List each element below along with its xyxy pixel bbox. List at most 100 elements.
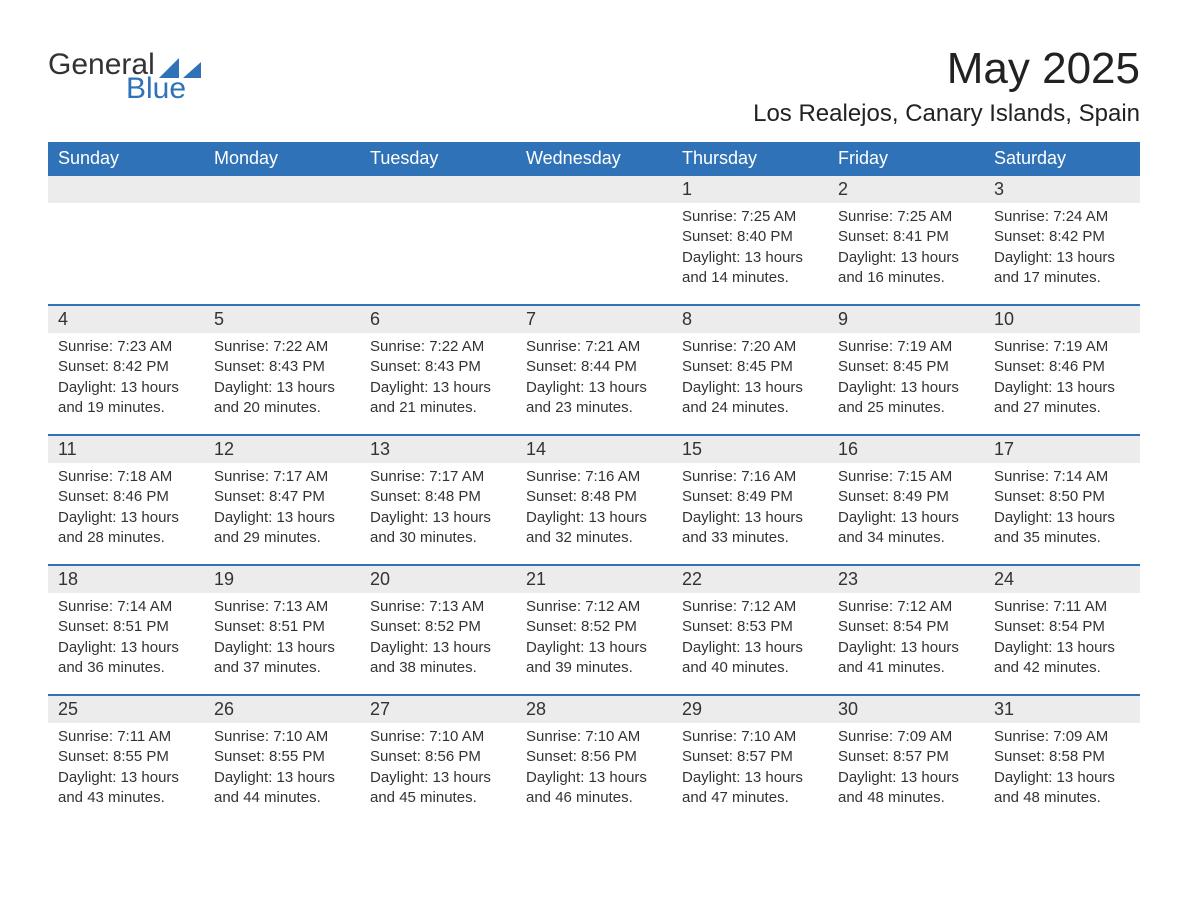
sunset-line: Sunset: 8:55 PM: [214, 747, 350, 767]
day-data: Sunrise: 7:10 AMSunset: 8:56 PMDaylight:…: [360, 723, 516, 816]
day-data: Sunrise: 7:19 AMSunset: 8:46 PMDaylight:…: [984, 333, 1140, 426]
daylight-line-2: and 19 minutes.: [58, 398, 194, 418]
daylight-line-1: Daylight: 13 hours: [994, 638, 1130, 658]
day-data: Sunrise: 7:24 AMSunset: 8:42 PMDaylight:…: [984, 203, 1140, 296]
calendar-day-cell: 29Sunrise: 7:10 AMSunset: 8:57 PMDayligh…: [672, 696, 828, 824]
sunrise-line: Sunrise: 7:20 AM: [682, 337, 818, 357]
day-data: Sunrise: 7:12 AMSunset: 8:52 PMDaylight:…: [516, 593, 672, 686]
calendar-day-cell: 10Sunrise: 7:19 AMSunset: 8:46 PMDayligh…: [984, 306, 1140, 434]
day-data: Sunrise: 7:21 AMSunset: 8:44 PMDaylight:…: [516, 333, 672, 426]
calendar-day-cell: 31Sunrise: 7:09 AMSunset: 8:58 PMDayligh…: [984, 696, 1140, 824]
day-number: 4: [48, 306, 204, 333]
day-number: 16: [828, 436, 984, 463]
sunset-line: Sunset: 8:49 PM: [838, 487, 974, 507]
calendar-week: 11Sunrise: 7:18 AMSunset: 8:46 PMDayligh…: [48, 434, 1140, 564]
day-number: 25: [48, 696, 204, 723]
daylight-line-1: Daylight: 13 hours: [994, 768, 1130, 788]
daylight-line-2: and 41 minutes.: [838, 658, 974, 678]
day-data: Sunrise: 7:14 AMSunset: 8:50 PMDaylight:…: [984, 463, 1140, 556]
sunrise-line: Sunrise: 7:12 AM: [838, 597, 974, 617]
daylight-line-2: and 23 minutes.: [526, 398, 662, 418]
daylight-line-1: Daylight: 13 hours: [682, 768, 818, 788]
day-number: 12: [204, 436, 360, 463]
daylight-line-1: Daylight: 13 hours: [682, 638, 818, 658]
day-data: Sunrise: 7:23 AMSunset: 8:42 PMDaylight:…: [48, 333, 204, 426]
sunset-line: Sunset: 8:42 PM: [58, 357, 194, 377]
daylight-line-2: and 38 minutes.: [370, 658, 506, 678]
daylight-line-1: Daylight: 13 hours: [214, 638, 350, 658]
calendar-week: 1Sunrise: 7:25 AMSunset: 8:40 PMDaylight…: [48, 176, 1140, 304]
sunset-line: Sunset: 8:57 PM: [682, 747, 818, 767]
daylight-line-2: and 35 minutes.: [994, 528, 1130, 548]
sunrise-line: Sunrise: 7:13 AM: [214, 597, 350, 617]
sunset-line: Sunset: 8:56 PM: [526, 747, 662, 767]
sunrise-line: Sunrise: 7:12 AM: [526, 597, 662, 617]
day-data: Sunrise: 7:19 AMSunset: 8:45 PMDaylight:…: [828, 333, 984, 426]
calendar: Sunday Monday Tuesday Wednesday Thursday…: [48, 142, 1140, 824]
day-number: 19: [204, 566, 360, 593]
day-data: Sunrise: 7:09 AMSunset: 8:57 PMDaylight:…: [828, 723, 984, 816]
calendar-day-cell: 22Sunrise: 7:12 AMSunset: 8:53 PMDayligh…: [672, 566, 828, 694]
calendar-day-cell: 13Sunrise: 7:17 AMSunset: 8:48 PMDayligh…: [360, 436, 516, 564]
calendar-day-cell: 17Sunrise: 7:14 AMSunset: 8:50 PMDayligh…: [984, 436, 1140, 564]
weekday-label: Tuesday: [360, 142, 516, 176]
daylight-line-2: and 39 minutes.: [526, 658, 662, 678]
daylight-line-1: Daylight: 13 hours: [526, 508, 662, 528]
day-data: Sunrise: 7:15 AMSunset: 8:49 PMDaylight:…: [828, 463, 984, 556]
calendar-header-row: Sunday Monday Tuesday Wednesday Thursday…: [48, 142, 1140, 176]
calendar-day-cell: 26Sunrise: 7:10 AMSunset: 8:55 PMDayligh…: [204, 696, 360, 824]
day-number: 5: [204, 306, 360, 333]
daylight-line-1: Daylight: 13 hours: [370, 768, 506, 788]
daylight-line-2: and 44 minutes.: [214, 788, 350, 808]
calendar-day-cell: 5Sunrise: 7:22 AMSunset: 8:43 PMDaylight…: [204, 306, 360, 434]
daylight-line-1: Daylight: 13 hours: [58, 638, 194, 658]
calendar-day-cell: [516, 176, 672, 304]
calendar-day-cell: 11Sunrise: 7:18 AMSunset: 8:46 PMDayligh…: [48, 436, 204, 564]
day-data: Sunrise: 7:22 AMSunset: 8:43 PMDaylight:…: [204, 333, 360, 426]
calendar-day-cell: 25Sunrise: 7:11 AMSunset: 8:55 PMDayligh…: [48, 696, 204, 824]
sunset-line: Sunset: 8:48 PM: [526, 487, 662, 507]
day-data: Sunrise: 7:12 AMSunset: 8:54 PMDaylight:…: [828, 593, 984, 686]
daylight-line-1: Daylight: 13 hours: [838, 248, 974, 268]
sunrise-line: Sunrise: 7:19 AM: [838, 337, 974, 357]
weekday-label: Friday: [828, 142, 984, 176]
day-data: Sunrise: 7:10 AMSunset: 8:55 PMDaylight:…: [204, 723, 360, 816]
sunset-line: Sunset: 8:47 PM: [214, 487, 350, 507]
sunset-line: Sunset: 8:43 PM: [214, 357, 350, 377]
sunrise-line: Sunrise: 7:16 AM: [526, 467, 662, 487]
weekday-label: Thursday: [672, 142, 828, 176]
sunset-line: Sunset: 8:50 PM: [994, 487, 1130, 507]
daylight-line-1: Daylight: 13 hours: [994, 248, 1130, 268]
sunrise-line: Sunrise: 7:17 AM: [214, 467, 350, 487]
calendar-day-cell: 6Sunrise: 7:22 AMSunset: 8:43 PMDaylight…: [360, 306, 516, 434]
daylight-line-2: and 27 minutes.: [994, 398, 1130, 418]
daylight-line-1: Daylight: 13 hours: [370, 638, 506, 658]
daylight-line-2: and 46 minutes.: [526, 788, 662, 808]
sunrise-line: Sunrise: 7:21 AM: [526, 337, 662, 357]
day-number: 10: [984, 306, 1140, 333]
sunset-line: Sunset: 8:53 PM: [682, 617, 818, 637]
daylight-line-2: and 25 minutes.: [838, 398, 974, 418]
daylight-line-1: Daylight: 13 hours: [214, 768, 350, 788]
daylight-line-2: and 37 minutes.: [214, 658, 350, 678]
day-data: Sunrise: 7:16 AMSunset: 8:48 PMDaylight:…: [516, 463, 672, 556]
day-data: Sunrise: 7:13 AMSunset: 8:52 PMDaylight:…: [360, 593, 516, 686]
day-data: Sunrise: 7:20 AMSunset: 8:45 PMDaylight:…: [672, 333, 828, 426]
sunrise-line: Sunrise: 7:17 AM: [370, 467, 506, 487]
page-title: May 2025: [753, 44, 1140, 94]
sunset-line: Sunset: 8:55 PM: [58, 747, 194, 767]
day-data: Sunrise: 7:22 AMSunset: 8:43 PMDaylight:…: [360, 333, 516, 426]
day-data: Sunrise: 7:10 AMSunset: 8:57 PMDaylight:…: [672, 723, 828, 816]
daylight-line-1: Daylight: 13 hours: [58, 768, 194, 788]
sunset-line: Sunset: 8:46 PM: [58, 487, 194, 507]
day-data: Sunrise: 7:17 AMSunset: 8:47 PMDaylight:…: [204, 463, 360, 556]
day-number: [204, 176, 360, 203]
sunrise-line: Sunrise: 7:10 AM: [214, 727, 350, 747]
daylight-line-1: Daylight: 13 hours: [838, 378, 974, 398]
day-number: 23: [828, 566, 984, 593]
daylight-line-1: Daylight: 13 hours: [526, 768, 662, 788]
daylight-line-2: and 21 minutes.: [370, 398, 506, 418]
sunset-line: Sunset: 8:49 PM: [682, 487, 818, 507]
weekday-label: Sunday: [48, 142, 204, 176]
sunset-line: Sunset: 8:54 PM: [994, 617, 1130, 637]
